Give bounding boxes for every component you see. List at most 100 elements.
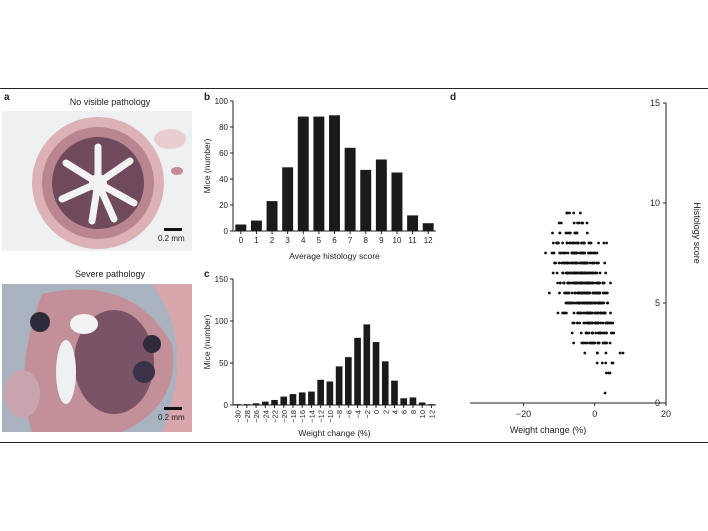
y-tick-label: 50 xyxy=(219,359,228,368)
scatter-point xyxy=(551,271,555,275)
scatter-point xyxy=(609,311,612,315)
scatter-point xyxy=(605,331,608,335)
x-tick-label: −14 xyxy=(307,410,316,423)
x-tick-label: 11 xyxy=(408,236,417,245)
scatter-point xyxy=(570,301,573,305)
scatter-point xyxy=(605,301,609,305)
panel-label-d: d xyxy=(450,92,457,103)
bar xyxy=(335,366,343,405)
scatter-point xyxy=(584,271,588,275)
x-tick-label: 1 xyxy=(254,236,259,245)
scatter-point xyxy=(572,211,576,215)
scatter-point xyxy=(551,231,554,235)
scatter-point xyxy=(604,351,608,355)
figure: a No visible pathology 0.2 mm Severe pat… xyxy=(0,88,708,443)
scatter-point xyxy=(604,361,608,365)
scatter-point xyxy=(609,281,612,285)
scatter-point xyxy=(609,331,613,335)
scatter-point xyxy=(602,281,606,285)
scatter-point xyxy=(571,261,575,265)
scatter-point xyxy=(589,241,593,245)
scatter-point xyxy=(578,211,582,215)
y-tick-label: 100 xyxy=(215,317,229,326)
scatter-point xyxy=(564,291,568,295)
scatter-point xyxy=(556,241,560,245)
scatter-point xyxy=(598,291,602,295)
top-image-title: No visible pathology xyxy=(69,97,151,107)
bar xyxy=(329,115,340,231)
scatter-point xyxy=(599,311,603,315)
scatter-point xyxy=(605,291,609,295)
y-tick-label: 40 xyxy=(219,175,228,184)
y-tick-label: 100 xyxy=(215,97,229,106)
scatter-point xyxy=(604,271,608,275)
scatter-point xyxy=(561,311,564,315)
scatter-point xyxy=(593,341,597,345)
scatter-point xyxy=(564,271,568,275)
scale-bar-bottom xyxy=(164,407,182,410)
bar xyxy=(407,215,419,231)
scatter-point xyxy=(572,311,576,315)
scatter-point xyxy=(585,261,589,265)
y-tick-label: 0 xyxy=(224,227,229,236)
scatter-point xyxy=(559,221,563,225)
scatter-point xyxy=(587,331,591,335)
x-tick-label: 12 xyxy=(424,236,433,245)
x-tick-label: −2 xyxy=(363,410,372,419)
y-axis-label: Mice (number) xyxy=(202,138,212,193)
scatter-point xyxy=(582,291,586,295)
scatter-point xyxy=(577,291,580,295)
y-tick-label: 15 xyxy=(650,98,660,108)
x-tick-label: −22 xyxy=(271,410,280,423)
x-tick-label: −20 xyxy=(516,409,531,419)
scatter-point xyxy=(573,271,577,275)
scatter-point xyxy=(563,311,567,315)
x-tick-label: −6 xyxy=(344,410,353,419)
x-tick-label: 6 xyxy=(400,410,409,414)
scale-label-top: 0.2 mm xyxy=(158,234,185,243)
panel-label-a: a xyxy=(4,92,10,103)
x-tick-label: −8 xyxy=(335,410,344,419)
scatter-point xyxy=(593,271,597,275)
bar xyxy=(422,223,434,231)
x-tick-label: −28 xyxy=(243,410,252,423)
scatter-point xyxy=(594,291,598,295)
scatter-point xyxy=(565,241,569,245)
x-axis-label: Weight change (%) xyxy=(298,428,370,438)
x-tick-label: −24 xyxy=(261,410,270,423)
scatter-point xyxy=(585,291,589,295)
y-axis-label: Mice (number) xyxy=(202,314,212,369)
x-tick-label: −18 xyxy=(289,410,298,423)
scatter-point xyxy=(585,221,589,225)
bar xyxy=(428,404,435,405)
x-tick-label: 20 xyxy=(661,409,671,419)
scatter-point xyxy=(585,341,589,345)
scatter-point xyxy=(595,261,599,265)
scatter-point xyxy=(558,281,562,285)
scatter-point xyxy=(598,271,602,275)
scatter-point xyxy=(605,371,608,375)
scatter-point xyxy=(585,331,588,335)
scatter-point xyxy=(575,321,579,325)
scatter-point xyxy=(608,371,612,375)
scatter-point xyxy=(579,261,583,265)
scatter-point xyxy=(565,231,569,235)
scatter-point xyxy=(595,281,599,285)
scatter-point xyxy=(580,241,584,245)
micrograph-normal: 0.2 mm xyxy=(2,111,192,251)
scatter-point xyxy=(576,221,579,225)
scatter-point xyxy=(618,351,622,355)
y-tick-label: 5 xyxy=(655,298,660,308)
scatter-point xyxy=(597,311,600,315)
scatter-point xyxy=(594,331,598,335)
y-tick-label: 0 xyxy=(655,398,660,408)
bar xyxy=(381,361,389,405)
scatter-point xyxy=(544,251,547,255)
scatter-point xyxy=(575,251,579,255)
scatter-point xyxy=(591,331,594,335)
scatter-point xyxy=(582,241,586,245)
x-tick-label: −16 xyxy=(298,410,307,423)
scatter-point xyxy=(558,291,561,295)
scatter-point xyxy=(608,341,612,345)
scatter-point xyxy=(570,291,574,295)
